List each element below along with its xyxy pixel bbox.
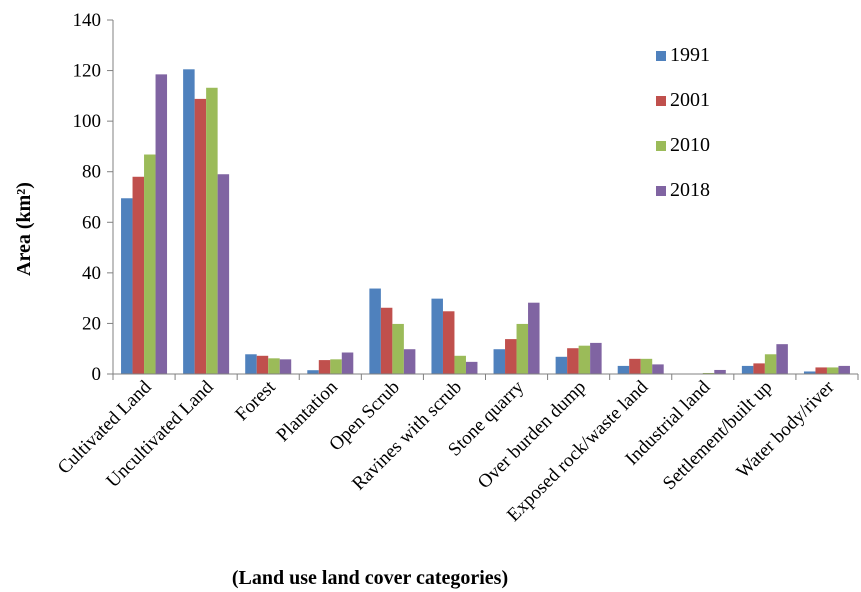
bar-1991	[307, 370, 319, 374]
bar-2010	[454, 355, 466, 374]
y-tick-label: 40	[82, 263, 101, 284]
bar-2001	[442, 311, 455, 374]
bar-2010	[764, 354, 777, 374]
y-tick-label: 100	[73, 111, 102, 132]
bar-2010	[268, 358, 280, 374]
legend-label: 2010	[670, 134, 710, 156]
legend-swatch	[656, 186, 666, 196]
y-tick-label: 140	[73, 10, 102, 31]
bar-2001	[629, 358, 641, 374]
bar-2001	[256, 355, 269, 374]
legend-swatch	[656, 51, 666, 61]
bar-2001	[505, 339, 517, 374]
y-axis-title: Area (km²)	[13, 182, 35, 276]
bar-2018	[652, 364, 664, 374]
bar-2018	[279, 359, 292, 374]
bar-2001	[318, 360, 331, 374]
x-axis-ticks	[112, 374, 859, 380]
bar-2010	[640, 358, 653, 374]
bar-2010	[392, 323, 404, 374]
bar-2018	[403, 349, 416, 374]
bar-2001	[815, 367, 827, 374]
bar-2018	[341, 352, 354, 374]
bar-2018	[217, 174, 230, 374]
bar-2010	[206, 87, 218, 374]
legend-label: 1991	[670, 44, 710, 66]
legend-label: 2001	[670, 89, 710, 111]
category-label: Over burden dump	[474, 377, 590, 493]
bar-1991	[741, 365, 754, 374]
bar-2001	[132, 176, 145, 374]
bar-2018	[528, 302, 540, 374]
y-tick-label: 20	[82, 313, 101, 334]
y-tick-label: 80	[82, 162, 101, 183]
bar-2010	[826, 367, 839, 374]
bar-2001	[194, 98, 207, 375]
bar-1991	[555, 356, 568, 374]
bar-2010	[516, 323, 529, 374]
bar-2018	[155, 74, 168, 374]
bar-2018	[776, 344, 788, 374]
bar-1991	[121, 198, 133, 374]
y-tick-label: 60	[82, 212, 101, 233]
bar-2001	[567, 348, 579, 374]
y-tick-label: 120	[73, 61, 102, 82]
bar-2018	[590, 342, 602, 374]
category-label: Ravines with scrub	[348, 377, 466, 495]
bar-1991	[431, 298, 443, 374]
category-label: Forest	[231, 376, 280, 425]
bar-2010	[330, 359, 342, 374]
bar-1991	[183, 69, 195, 375]
bars	[121, 69, 850, 375]
bar-2001	[753, 363, 765, 374]
legend: 1991 2001 2010 2018	[656, 44, 710, 201]
bar-1991	[369, 288, 381, 374]
bar-1991	[803, 371, 816, 374]
legend-label: 2018	[670, 179, 710, 201]
legend-swatch	[656, 96, 666, 106]
bar-2010	[702, 372, 715, 374]
legend-swatch	[656, 141, 666, 151]
bar-2018	[714, 369, 726, 374]
bar-1991	[245, 354, 257, 374]
y-axis-ticks: 0 20 40 60 80 100 120 140	[73, 10, 113, 385]
category-label: Settlement/built up	[659, 377, 776, 494]
bar-1991	[493, 349, 506, 374]
bar-2010	[144, 154, 156, 374]
bar-2010	[578, 345, 591, 374]
bar-1991	[617, 365, 630, 374]
bar-2001	[380, 307, 393, 374]
bar-2018	[838, 365, 850, 374]
category-label: Uncultivated Land	[102, 376, 218, 492]
y-tick-label: 0	[92, 364, 102, 385]
bar-2018	[465, 361, 478, 374]
x-axis-title: (Land use land cover categories)	[232, 567, 508, 589]
